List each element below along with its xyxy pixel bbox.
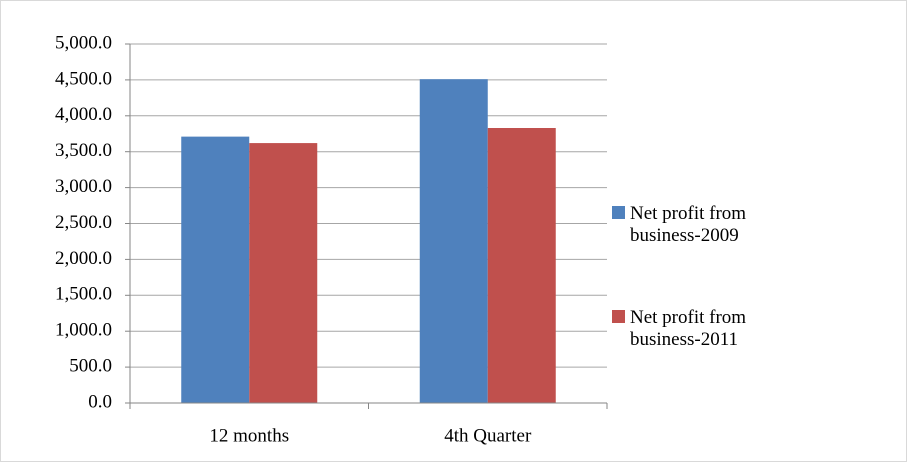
y-tick-label: 2,000.0 (55, 248, 112, 269)
y-tick-label: 5,000.0 (55, 32, 112, 53)
y-tick-label: 2,500.0 (55, 212, 112, 233)
bar (419, 79, 488, 403)
legend-swatch (612, 310, 625, 323)
y-tick-label: 4,500.0 (55, 68, 112, 89)
legend-label: Net profit from business-2009 (630, 203, 747, 246)
y-tick-label: 3,500.0 (55, 140, 112, 161)
bar (487, 128, 556, 404)
x-tick-label: 12 months (209, 425, 289, 446)
y-tick-label: 0.0 (88, 391, 112, 412)
bar (181, 136, 250, 403)
y-tick-label: 1,500.0 (55, 284, 112, 305)
x-tick-label: 4th Quarter (444, 425, 532, 446)
legend-swatch (612, 206, 625, 219)
y-tick-label: 500.0 (69, 355, 112, 376)
legend-label: Net profit from business-2011 (630, 307, 747, 350)
y-tick-label: 4,000.0 (55, 104, 112, 125)
bar (249, 143, 318, 404)
y-tick-label: 3,000.0 (55, 176, 112, 197)
y-tick-label: 1,000.0 (55, 320, 112, 341)
